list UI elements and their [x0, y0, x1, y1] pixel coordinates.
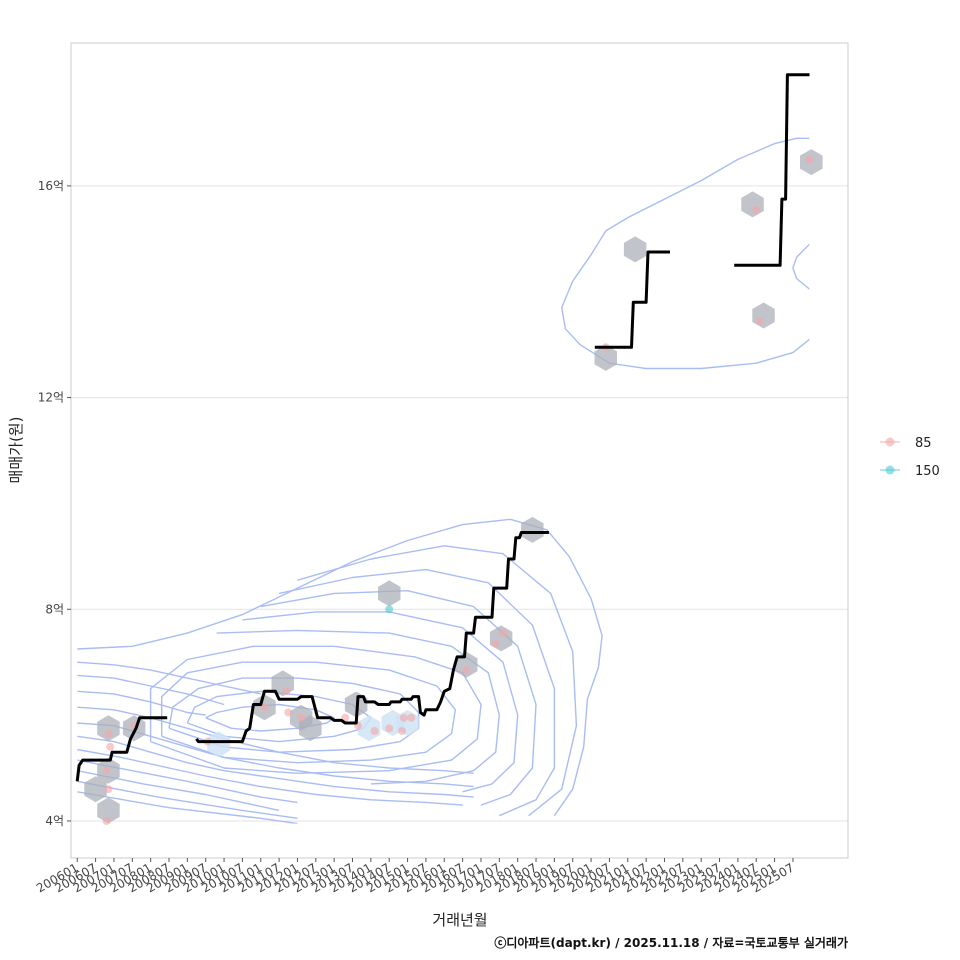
- price-step-lines: [75, 73, 810, 782]
- x-axis-title: 거래년월: [432, 911, 487, 929]
- data-point-85: [752, 205, 761, 214]
- density-contour-line: [77, 735, 474, 798]
- density-contour-line: [216, 629, 500, 785]
- legend: 85 150: [880, 436, 940, 479]
- hexbin-cell: [623, 236, 647, 263]
- contour-group: [77, 137, 810, 824]
- hexbin-cell: [207, 731, 230, 758]
- hexbin-cell: [594, 344, 617, 371]
- y-axis-title: 매매가(원): [7, 417, 25, 484]
- density-contour-line: [561, 137, 810, 346]
- density-contour-line: [792, 243, 810, 290]
- density-contour-line: [278, 568, 556, 817]
- hexbin-cell: [378, 580, 401, 607]
- hexbin-cell: [521, 516, 544, 543]
- density-contour-line: [77, 780, 298, 819]
- data-point-85: [805, 155, 814, 164]
- price-line-segment-4: [734, 73, 810, 267]
- data-point-85: [282, 687, 291, 696]
- density-contour-line: [168, 677, 420, 753]
- data-point-85: [755, 316, 764, 325]
- legend-key-dot-85: [885, 437, 895, 447]
- density-contour-line: [297, 545, 578, 817]
- data-point-85: [385, 724, 394, 733]
- y-tick-label: 12억: [38, 391, 64, 405]
- source-caption: ⓒ디아파트(dapt.kr) / 2025.11.18 / 자료=국토교통부 실…: [494, 935, 848, 950]
- data-point-85: [398, 726, 407, 735]
- data-point-85: [498, 629, 507, 638]
- plot-panel-border: [70, 42, 849, 859]
- density-contour-line: [77, 674, 225, 706]
- price-line-segment-2: [195, 531, 549, 744]
- density-contour-line: [149, 645, 482, 774]
- density-contour-line: [77, 770, 280, 812]
- data-point-85: [102, 766, 111, 775]
- hexbin-cell: [97, 797, 120, 824]
- hexbin-cell: [84, 776, 107, 803]
- y-tick-label: 4억: [45, 814, 64, 828]
- data-point-85: [104, 729, 113, 738]
- data-point-85: [407, 713, 416, 722]
- data-point-85: [491, 639, 500, 648]
- density-contour-line: [260, 590, 537, 806]
- density-contour-line: [205, 703, 335, 732]
- data-point-85: [260, 703, 269, 712]
- density-contour-line: [161, 661, 456, 764]
- price-line-segment-1: [75, 716, 168, 782]
- legend-key-dot-150: [885, 465, 895, 475]
- data-point-85: [102, 816, 111, 825]
- price-line-segment-3: [594, 250, 670, 349]
- data-point-85: [370, 726, 379, 735]
- legend-label-85: 85: [915, 436, 932, 451]
- density-contour-line: [77, 759, 298, 804]
- data-point-85: [399, 713, 408, 722]
- y-tick-label: 8억: [45, 602, 64, 616]
- hexbin-cell: [299, 715, 322, 742]
- data-point-85: [104, 785, 113, 794]
- grid-lines: [71, 185, 848, 822]
- density-contour-line: [77, 706, 474, 774]
- density-contours: [77, 137, 810, 824]
- legend-item-150: 150: [880, 464, 940, 479]
- data-point-85: [284, 708, 293, 717]
- scatter-points: [102, 155, 814, 825]
- y-tick-label: 16억: [38, 179, 64, 193]
- density-contour-line: [77, 791, 298, 824]
- density-contour-line: [77, 748, 463, 806]
- data-point-150: [385, 605, 394, 614]
- y-axis-ticks: 4억 8억 12억 16억: [38, 179, 71, 828]
- data-point-85: [106, 742, 115, 751]
- data-point-85: [297, 713, 306, 722]
- data-point-85: [462, 666, 471, 675]
- density-contour-line: [242, 611, 519, 793]
- legend-label-150: 150: [915, 464, 940, 479]
- hexbin-cell: [97, 715, 120, 742]
- legend-item-85: 85: [880, 436, 932, 451]
